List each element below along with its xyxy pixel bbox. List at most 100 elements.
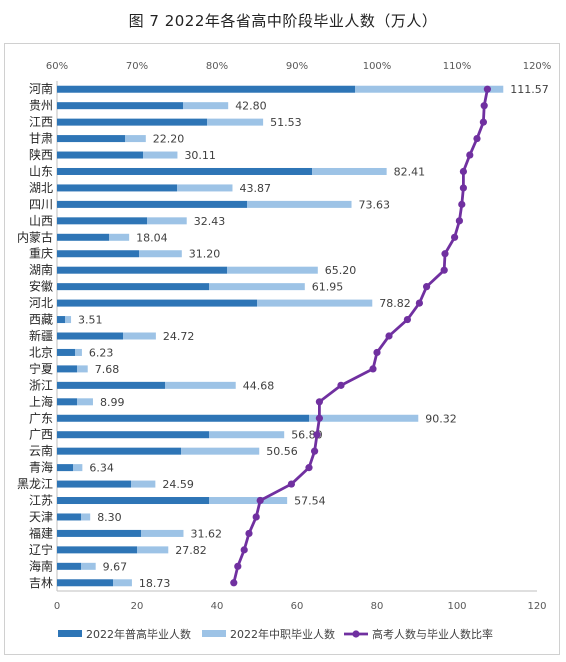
bar-putong (57, 167, 313, 175)
bar-zhongzhi (77, 365, 88, 373)
ratio-point (315, 398, 323, 406)
bar-putong (57, 332, 123, 340)
bar-zhongzhi (165, 381, 236, 389)
category-label: 山西 (29, 214, 53, 228)
data-label-total: 57.54 (294, 495, 326, 508)
bar-zhongzhi (73, 464, 83, 472)
x-top-tick-label: 60% (46, 61, 68, 72)
ratio-point (480, 102, 488, 110)
bar-putong (57, 398, 77, 406)
category-label: 辽宁 (29, 542, 53, 557)
category-label: 贵州 (29, 99, 53, 113)
data-label-total: 6.23 (89, 346, 114, 359)
category-label: 黑龙江 (17, 477, 53, 491)
bar-putong (57, 513, 81, 521)
bar-zhongzhi (123, 332, 156, 340)
ratio-point (313, 431, 321, 439)
x-bottom-tick-label: 40 (211, 601, 224, 612)
x-bottom-tick-label: 20 (131, 601, 144, 612)
bar-zhongzhi (81, 562, 96, 570)
legend-label-zhongzhi: 2022年中职毕业人数 (230, 627, 335, 641)
data-label-total: 30.11 (184, 149, 216, 162)
ratio-point (440, 266, 448, 274)
ratio-point (483, 85, 491, 93)
data-label-total: 3.51 (78, 314, 103, 327)
category-label: 广西 (29, 428, 53, 442)
ratio-point (337, 381, 345, 389)
data-label-total: 8.99 (100, 396, 125, 409)
category-label: 安徽 (29, 279, 53, 294)
ratio-point (315, 414, 323, 422)
data-label-total: 51.53 (270, 116, 302, 129)
ratio-point (455, 217, 463, 225)
data-label-total: 6.34 (89, 462, 114, 475)
bar-zhongzhi (81, 513, 91, 521)
ratio-point (230, 579, 238, 587)
category-label: 北京 (29, 345, 53, 359)
bar-putong (57, 102, 183, 110)
bar-putong (57, 348, 75, 356)
ratio-point (473, 134, 481, 143)
category-label: 天津 (29, 510, 53, 524)
ratio-point (287, 480, 295, 488)
data-label-total: 42.80 (235, 100, 267, 113)
chart-title: 图 7 2022年各省高中阶段毕业人数（万人） (128, 12, 438, 30)
data-label-total: 31.20 (189, 248, 221, 261)
legend-swatch-putong (58, 630, 82, 637)
bar-zhongzhi (65, 316, 72, 324)
data-label-total: 90.32 (425, 412, 457, 425)
data-label-total: 43.87 (239, 182, 270, 195)
bar-zhongzhi (257, 299, 373, 307)
bar-putong (57, 365, 77, 373)
ratio-point (305, 464, 313, 472)
bar-zhongzhi (227, 266, 318, 274)
category-label: 湖北 (29, 180, 53, 195)
bar-zhongzhi (141, 529, 184, 537)
bar-zhongzhi (183, 102, 229, 110)
ratio-point (369, 365, 377, 373)
bar-zhongzhi (209, 283, 305, 291)
data-label-total: 24.59 (162, 478, 194, 491)
bar-putong (57, 85, 355, 93)
bar-zhongzhi (75, 348, 82, 356)
category-label: 广东 (29, 411, 53, 425)
data-label-total: 8.30 (97, 511, 122, 524)
bar-putong (57, 447, 181, 455)
x-top-tick-label: 120% (523, 61, 552, 72)
bar-putong (57, 381, 165, 389)
category-label: 江苏 (29, 494, 53, 508)
category-label: 江西 (29, 115, 53, 129)
bar-putong (57, 118, 207, 126)
bar-putong (57, 480, 131, 488)
ratio-point (240, 546, 248, 554)
data-label-total: 65.20 (325, 264, 357, 277)
category-label: 青海 (29, 460, 53, 475)
x-bottom-tick-label: 100 (447, 601, 466, 612)
data-label-total: 7.68 (95, 363, 120, 376)
category-label: 甘肃 (29, 132, 53, 146)
category-label: 河北 (29, 296, 53, 310)
data-label-total: 44.68 (243, 379, 275, 392)
bar-putong (57, 283, 209, 291)
ratio-point (466, 151, 474, 159)
data-label-total: 24.72 (163, 330, 195, 343)
ratio-point (256, 496, 264, 505)
data-label-total: 9.67 (103, 560, 128, 573)
ratio-point (373, 348, 381, 357)
bar-putong (57, 184, 177, 192)
ratio-point (385, 332, 393, 340)
bar-zhongzhi (139, 250, 182, 258)
category-label: 河南 (29, 81, 53, 96)
category-label: 海南 (29, 558, 53, 573)
data-label-total: 111.57 (510, 83, 549, 96)
ratio-point (415, 299, 423, 307)
bar-zhongzhi (312, 167, 387, 175)
x-bottom-tick-label: 0 (54, 601, 60, 612)
category-label: 云南 (29, 443, 53, 458)
ratio-point (423, 283, 431, 291)
bar-zhongzhi (143, 151, 178, 159)
bar-putong (57, 464, 73, 472)
bar-putong (57, 562, 81, 570)
bar-zhongzhi (207, 118, 264, 126)
x-bottom-tick-label: 120 (527, 601, 546, 612)
